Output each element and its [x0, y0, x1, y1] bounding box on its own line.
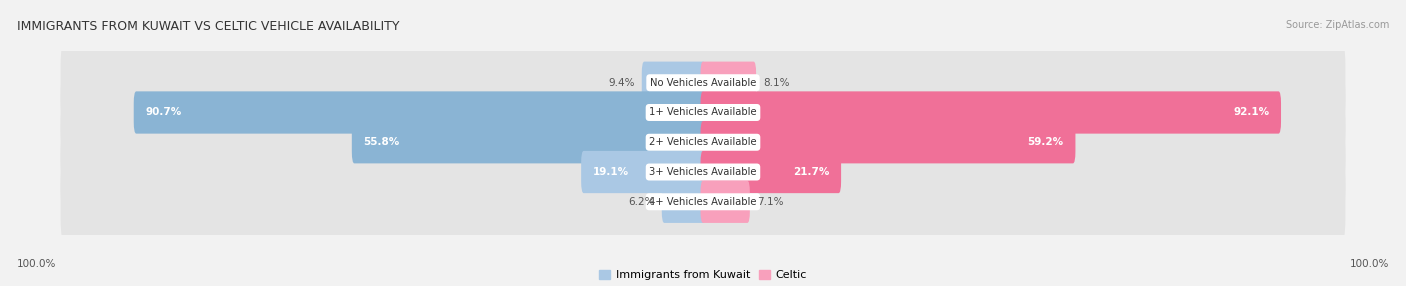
FancyBboxPatch shape — [60, 160, 1346, 243]
FancyBboxPatch shape — [700, 61, 756, 104]
FancyBboxPatch shape — [60, 71, 1346, 154]
Text: 21.7%: 21.7% — [793, 167, 830, 177]
Text: 7.1%: 7.1% — [756, 197, 783, 207]
Text: 9.4%: 9.4% — [609, 78, 636, 88]
Text: IMMIGRANTS FROM KUWAIT VS CELTIC VEHICLE AVAILABILITY: IMMIGRANTS FROM KUWAIT VS CELTIC VEHICLE… — [17, 20, 399, 33]
Text: 90.7%: 90.7% — [146, 108, 181, 118]
Text: 3+ Vehicles Available: 3+ Vehicles Available — [650, 167, 756, 177]
Text: 8.1%: 8.1% — [763, 78, 790, 88]
FancyBboxPatch shape — [700, 91, 1281, 134]
FancyBboxPatch shape — [581, 151, 706, 193]
FancyBboxPatch shape — [352, 121, 706, 163]
FancyBboxPatch shape — [700, 121, 1076, 163]
Text: 92.1%: 92.1% — [1233, 108, 1270, 118]
FancyBboxPatch shape — [134, 91, 706, 134]
Text: 59.2%: 59.2% — [1028, 137, 1063, 147]
Text: Source: ZipAtlas.com: Source: ZipAtlas.com — [1285, 20, 1389, 30]
Text: 4+ Vehicles Available: 4+ Vehicles Available — [650, 197, 756, 207]
Legend: Immigrants from Kuwait, Celtic: Immigrants from Kuwait, Celtic — [599, 270, 807, 280]
FancyBboxPatch shape — [700, 181, 749, 223]
Text: 100.0%: 100.0% — [1350, 259, 1389, 269]
FancyBboxPatch shape — [60, 131, 1346, 213]
Text: 2+ Vehicles Available: 2+ Vehicles Available — [650, 137, 756, 147]
Text: 6.2%: 6.2% — [628, 197, 655, 207]
FancyBboxPatch shape — [700, 151, 841, 193]
FancyBboxPatch shape — [60, 41, 1346, 124]
Text: No Vehicles Available: No Vehicles Available — [650, 78, 756, 88]
Text: 19.1%: 19.1% — [593, 167, 628, 177]
FancyBboxPatch shape — [641, 61, 706, 104]
Text: 1+ Vehicles Available: 1+ Vehicles Available — [650, 108, 756, 118]
FancyBboxPatch shape — [662, 181, 706, 223]
Text: 100.0%: 100.0% — [17, 259, 56, 269]
Text: 55.8%: 55.8% — [364, 137, 399, 147]
FancyBboxPatch shape — [60, 101, 1346, 184]
